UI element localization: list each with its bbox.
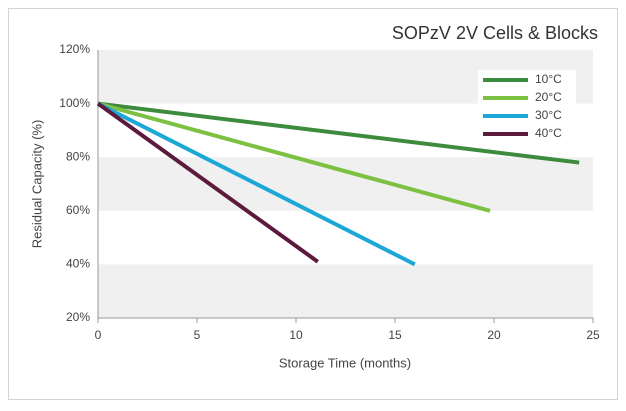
y-axis-label: Residual Capacity (%) — [29, 120, 44, 249]
legend-label: 10°C — [535, 72, 562, 86]
y-tick-label: 40% — [66, 257, 90, 271]
legend-label: 30°C — [535, 108, 562, 122]
x-tick-label: 20 — [487, 328, 501, 342]
grid-band — [98, 157, 593, 211]
y-tick-label: 120% — [59, 42, 90, 56]
legend-label: 40°C — [535, 126, 562, 140]
y-tick-label: 60% — [66, 203, 90, 217]
x-tick-label: 5 — [194, 328, 201, 342]
y-tick-label: 20% — [66, 310, 90, 324]
y-tick-label: 100% — [59, 96, 90, 110]
y-tick-label: 80% — [66, 149, 90, 163]
data-line — [97, 101, 416, 267]
chart-title: SOPzV 2V Cells & Blocks — [392, 23, 598, 43]
x-tick-label: 0 — [95, 328, 102, 342]
data-line — [97, 101, 580, 165]
x-axis-label: Storage Time (months) — [279, 355, 411, 370]
grid-band — [98, 264, 593, 318]
legend-label: 20°C — [535, 90, 562, 104]
data-line — [96, 101, 319, 264]
x-tick-label: 15 — [388, 328, 402, 342]
x-tick-label: 10 — [289, 328, 303, 342]
data-line — [97, 101, 491, 213]
x-tick-label: 25 — [586, 328, 600, 342]
